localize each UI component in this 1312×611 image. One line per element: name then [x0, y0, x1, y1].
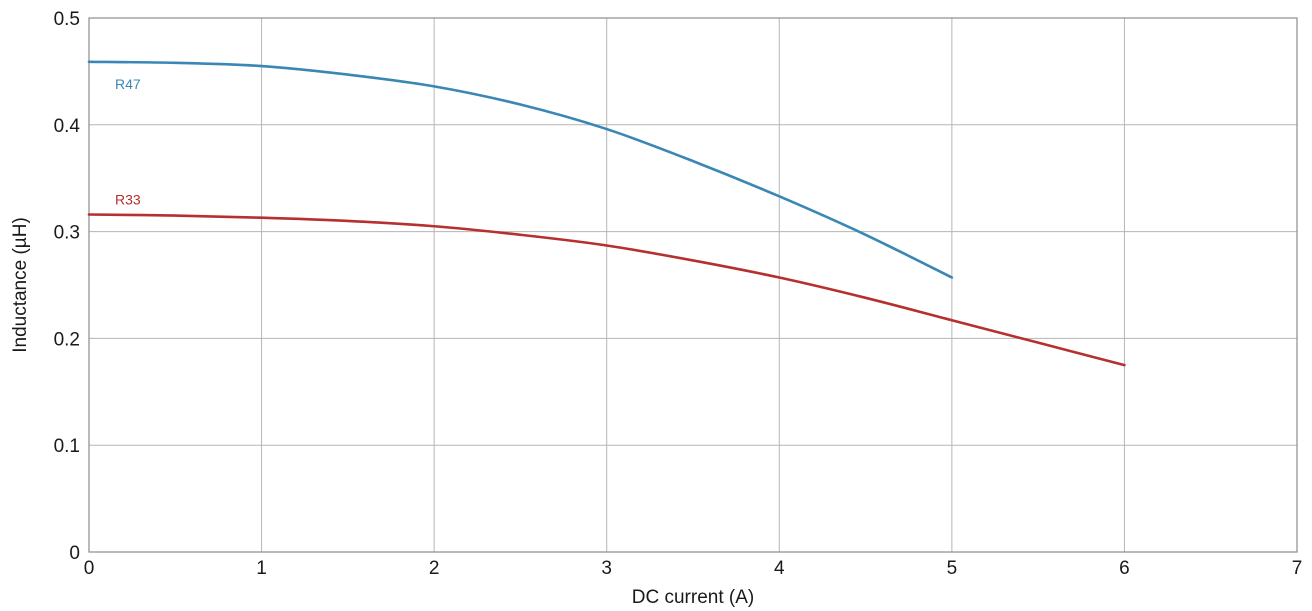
series-label-r47: R47 [115, 76, 141, 92]
y-tick-label: 0.5 [54, 9, 80, 30]
series-line-r47 [87, 60, 954, 279]
x-tick-label: 7 [1292, 558, 1303, 579]
y-tick-label: 0.3 [54, 223, 80, 244]
y-tick-label: 0 [69, 543, 80, 564]
x-tick-label: 0 [84, 558, 95, 579]
series-layer: R47 R33 [87, 60, 1126, 367]
x-tick-label: 5 [947, 558, 958, 579]
grid [88, 17, 1298, 553]
x-tick-label: 1 [256, 558, 267, 579]
series-line-r33 [87, 213, 1126, 367]
y-axis-label: Inductance (µH) [10, 217, 31, 353]
y-tick-label: 0.2 [54, 329, 80, 350]
y-tick-label: 0.4 [54, 116, 81, 137]
x-tick-label: 6 [1119, 558, 1130, 579]
x-tick-label: 2 [429, 558, 440, 579]
plot-frame [88, 17, 1298, 553]
y-tick-label: 0.1 [54, 436, 80, 457]
x-tick-label: 4 [774, 558, 785, 579]
tick-labels: 0 1 2 3 4 5 6 7 0 0.1 0.2 0.3 0.4 0.5 [54, 9, 1303, 579]
x-axis-label: DC current (A) [632, 587, 754, 608]
x-tick-label: 3 [601, 558, 612, 579]
series-label-r33: R33 [115, 192, 141, 208]
